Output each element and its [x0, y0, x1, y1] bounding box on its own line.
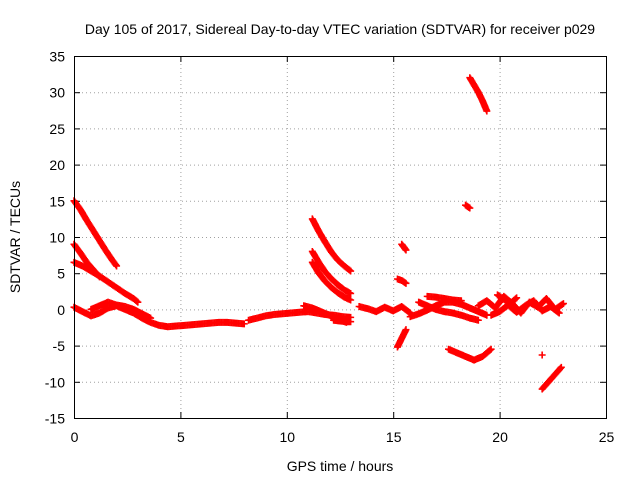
x-axis-label: GPS time / hours [287, 458, 394, 474]
data-point [240, 320, 248, 328]
data-segment [308, 247, 355, 297]
y-tick-label: 15 [49, 193, 65, 209]
y-tick-label: 5 [57, 266, 65, 282]
y-tick-label: -5 [53, 338, 66, 354]
data-point [402, 326, 410, 334]
data-point [402, 246, 410, 254]
data-segment [308, 215, 355, 275]
data-point [474, 316, 482, 324]
x-tick-labels: 0 5 10 15 20 25 [71, 429, 615, 445]
data-segment [466, 74, 491, 115]
data-segment [308, 258, 355, 304]
data-point [557, 363, 565, 371]
data-segment [462, 201, 474, 212]
data-point [347, 296, 355, 304]
data-segment [355, 303, 414, 317]
data-point [457, 297, 465, 305]
data-point [555, 309, 563, 317]
y-tick-label: 10 [49, 230, 65, 246]
data-point [554, 308, 562, 316]
data-point [483, 107, 491, 115]
data-point [466, 204, 474, 212]
data-point [559, 300, 567, 308]
data-series [70, 74, 567, 393]
data-point [402, 279, 410, 287]
chart-title: Day 105 of 2017, Sidereal Day-to-day VTE… [85, 21, 595, 37]
data-segment [423, 292, 465, 305]
data-segment [445, 345, 495, 364]
data-point [487, 345, 495, 353]
data-segment [415, 298, 482, 324]
data-segment [70, 258, 142, 306]
data-point [133, 297, 141, 305]
data-point [112, 261, 120, 269]
data-point [95, 272, 103, 280]
y-tick-labels: -15 -10 -5 0 5 10 15 20 25 30 35 [45, 49, 65, 427]
data-point [405, 308, 413, 316]
y-tick-label: 0 [57, 302, 65, 318]
y-tick-label: 25 [49, 121, 65, 137]
data-point [538, 351, 546, 359]
data-segment [393, 275, 410, 287]
data-segment [87, 298, 155, 322]
data-segment [398, 240, 410, 254]
data-point [556, 364, 564, 372]
data-point [513, 294, 521, 302]
y-axis-label: SDTVAR / TECUs [7, 181, 23, 293]
data-point [147, 314, 155, 322]
x-tick-label: 25 [599, 429, 615, 445]
x-tick-label: 10 [280, 429, 296, 445]
y-tick-label: -10 [45, 374, 65, 390]
y-tick-label: 20 [49, 157, 65, 173]
data-point [486, 346, 494, 354]
data-point [347, 267, 355, 275]
x-tick-label: 0 [71, 429, 79, 445]
data-point [113, 262, 121, 270]
y-tick-label: -15 [45, 411, 65, 427]
plot-frame [74, 56, 607, 419]
data-segment [538, 351, 546, 359]
grid-lines [74, 56, 606, 418]
data-segment [70, 197, 121, 270]
x-tick-label: 20 [492, 429, 508, 445]
y-tick-label: 35 [49, 49, 65, 65]
data-point [558, 300, 566, 308]
data-point [346, 266, 354, 274]
data-point [134, 298, 142, 306]
data-point [347, 289, 355, 297]
x-tick-label: 5 [177, 429, 185, 445]
data-point [96, 273, 104, 281]
data-segment [493, 291, 521, 308]
data-segment [538, 363, 565, 393]
data-point [512, 295, 520, 303]
data-point [347, 318, 355, 326]
data-segment [70, 240, 104, 281]
x-tick-label: 15 [386, 429, 402, 445]
data-segment [393, 326, 410, 351]
data-segment [330, 316, 355, 326]
y-tick-label: 30 [49, 85, 65, 101]
